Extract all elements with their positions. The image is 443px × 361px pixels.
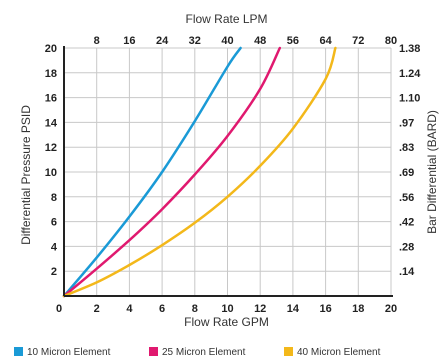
x2-tick-label: 64 — [319, 35, 332, 47]
y2-tick-label: 1.10 — [399, 93, 420, 105]
series-lines — [62, 46, 337, 298]
legend: 10 Micron Element 25 Micron Element 40 Mic… — [14, 347, 443, 361]
x2-tick-label: 32 — [189, 35, 201, 47]
y2-tick-label: .42 — [399, 217, 414, 229]
series-line-3 — [62, 46, 337, 298]
series-line-1 — [62, 46, 242, 298]
legend-label: 25 Micron Element — [162, 347, 246, 358]
legend-swatch — [149, 347, 158, 356]
x-tick-label: 2 — [94, 303, 100, 315]
x2-axis-title: Flow Rate LPM — [185, 12, 268, 26]
x-tick-label: 20 — [385, 303, 397, 315]
x2-tick-label: 56 — [287, 35, 299, 47]
x2-tick-label: 48 — [254, 35, 266, 47]
y-tick-label: 18 — [45, 68, 57, 80]
x2-tick-label: 80 — [385, 35, 397, 47]
y-tick-label: 2 — [51, 266, 57, 278]
series-line-2 — [62, 46, 282, 298]
y2-tick-label: .97 — [399, 117, 414, 129]
x2-tick-label: 8 — [94, 35, 100, 47]
x2-tick-label: 40 — [221, 35, 233, 47]
y-tick-label: 4 — [51, 241, 58, 253]
legend-item: 10 Micron Element — [14, 347, 110, 358]
x-tick-label: 16 — [319, 303, 331, 315]
x-tick-label: 12 — [254, 303, 266, 315]
y2-tick-label: 1.24 — [399, 68, 421, 80]
x-tick-label: 10 — [221, 303, 233, 315]
y-tick-label: 12 — [45, 142, 57, 154]
grid — [64, 47, 392, 296]
y-tick-label: 6 — [51, 217, 57, 229]
y2-tick-label: .56 — [399, 192, 414, 204]
legend-swatch — [284, 347, 293, 356]
x-tick-label: 6 — [159, 303, 165, 315]
legend-label: 40 Micron Element — [297, 347, 381, 358]
x-axis-title: Flow Rate GPM — [184, 315, 269, 329]
x-tick-label: 14 — [287, 303, 300, 315]
y-tick-label: 8 — [51, 192, 57, 204]
axes — [63, 46, 393, 297]
y2-tick-label: .14 — [399, 266, 415, 278]
y-tick-label: 16 — [45, 93, 57, 105]
x2-tick-label: 72 — [352, 35, 364, 47]
legend-item: 40 Micron Element — [284, 347, 380, 358]
y-tick-label: 20 — [45, 43, 57, 55]
x-tick-label: 18 — [352, 303, 364, 315]
y2-tick-label: 1.38 — [399, 43, 420, 55]
x-tick-label: 8 — [192, 303, 198, 315]
y2-tick-label: .69 — [399, 167, 414, 179]
y-tick-label: 10 — [45, 167, 57, 179]
x2-tick-label: 24 — [156, 35, 169, 47]
legend-item: 25 Micron Element — [149, 347, 245, 358]
tick-labels: 2468101214161820.14.28.42.56.69.83.971.1… — [45, 35, 422, 315]
y2-tick-label: .28 — [399, 241, 414, 253]
x2-tick-label: 16 — [123, 35, 135, 47]
x-tick-label: 4 — [126, 303, 133, 315]
y2-tick-label: .83 — [399, 142, 414, 154]
legend-swatch — [14, 347, 23, 356]
y-tick-label: 14 — [45, 117, 58, 129]
legend-label: 10 Micron Element — [27, 347, 111, 358]
x-tick-label-origin: 0 — [56, 303, 62, 315]
